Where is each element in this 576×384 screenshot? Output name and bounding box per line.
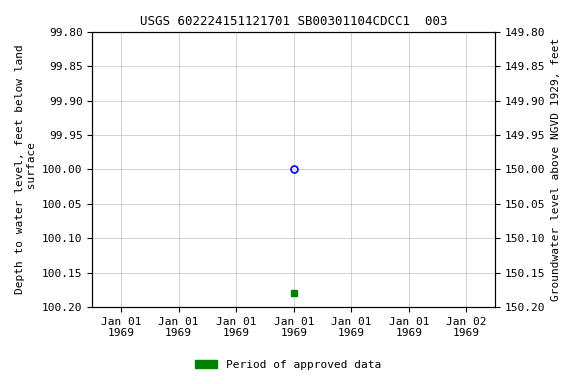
Legend: Period of approved data: Period of approved data: [191, 356, 385, 375]
Y-axis label: Groundwater level above NGVD 1929, feet: Groundwater level above NGVD 1929, feet: [551, 38, 561, 301]
Title: USGS 602224151121701 SB00301104CDCC1  003: USGS 602224151121701 SB00301104CDCC1 003: [140, 15, 448, 28]
Y-axis label: Depth to water level, feet below land
 surface: Depth to water level, feet below land su…: [15, 45, 37, 294]
